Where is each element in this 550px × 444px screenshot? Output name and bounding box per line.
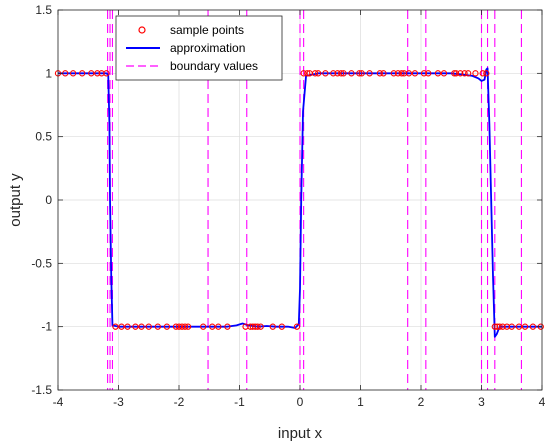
- y-tick-label: 1: [45, 66, 52, 80]
- sample-point: [508, 323, 515, 330]
- sample-point: [457, 70, 464, 77]
- sample-point: [278, 323, 285, 330]
- sample-point: [209, 323, 216, 330]
- sample-point: [304, 70, 311, 77]
- sample-point: [376, 70, 384, 77]
- x-axis-label: input x: [278, 425, 323, 442]
- sample-point: [380, 70, 387, 77]
- sample-point: [405, 70, 413, 77]
- sample-point: [300, 70, 307, 77]
- x-tick-label: 4: [539, 395, 546, 409]
- approximation-line-group: [58, 67, 542, 338]
- sample-point: [322, 70, 329, 77]
- sample-point: [132, 323, 139, 330]
- sample-point: [124, 323, 131, 330]
- sample-point: [254, 323, 261, 330]
- sample-point: [452, 70, 460, 77]
- legend-label-approximation: approximation: [170, 41, 245, 55]
- sample-point: [394, 70, 402, 77]
- sample-point: [358, 70, 365, 77]
- sample-point: [337, 70, 345, 77]
- x-tick-label: 3: [478, 395, 485, 409]
- sample-point: [496, 323, 503, 330]
- y-tick-label: -0.5: [31, 256, 52, 270]
- sample-point: [340, 70, 347, 77]
- sample-point: [440, 70, 448, 77]
- sample-point: [178, 323, 186, 330]
- sample-point: [200, 323, 207, 330]
- sample-point: [79, 70, 86, 77]
- sample-point: [521, 323, 529, 330]
- sample-point: [420, 70, 428, 77]
- y-tick-label: -1: [41, 320, 52, 334]
- sample-points-markers: [54, 70, 544, 330]
- sample-point: [145, 323, 152, 330]
- sample-point: [348, 70, 355, 77]
- sample-point: [269, 323, 276, 330]
- y-tick-label: 0: [45, 193, 52, 207]
- sample-point: [314, 70, 322, 77]
- x-tick-label: -4: [53, 395, 64, 409]
- sample-point: [529, 323, 537, 330]
- sample-point: [103, 70, 110, 77]
- legend-marker-sample-points: [138, 26, 146, 34]
- sample-point: [94, 70, 101, 77]
- sample-point: [390, 70, 397, 77]
- sample-point: [425, 70, 432, 77]
- sample-point: [163, 323, 171, 330]
- sample-point: [398, 70, 405, 77]
- y-tick-label: 0.5: [35, 130, 52, 144]
- sample-point: [483, 70, 490, 77]
- sample-point: [330, 70, 337, 77]
- sample-point: [175, 323, 183, 330]
- sample-point: [366, 70, 373, 77]
- x-tick-label: -1: [234, 395, 245, 409]
- sample-point: [461, 70, 468, 77]
- legend: sample points approximation boundary val…: [115, 15, 283, 81]
- y-tick-label: -1.5: [31, 383, 52, 397]
- sample-point: [69, 70, 77, 77]
- sample-point: [154, 323, 161, 330]
- sample-point: [515, 323, 523, 330]
- sample-point: [181, 323, 189, 330]
- sample-point: [311, 70, 319, 77]
- sample-point: [215, 323, 222, 330]
- sample-point: [356, 70, 363, 77]
- sample-point: [465, 70, 472, 77]
- x-tick-label: 2: [418, 395, 425, 409]
- legend-label-boundary-values: boundary values: [170, 59, 258, 73]
- sample-point: [411, 70, 419, 77]
- x-tick-label: 1: [357, 395, 364, 409]
- sample-point: [184, 323, 192, 330]
- sample-point: [293, 323, 301, 330]
- approximation-line: [58, 67, 542, 338]
- sample-point: [112, 323, 119, 330]
- sample-point: [172, 323, 180, 330]
- legend-label-sample-points: sample points: [170, 23, 244, 37]
- axis-ticks: -4 -3 -2 -1 0 1 2 3 4 -1.5 -1 -0.5 0 0.5 1 1.5: [31, 3, 545, 409]
- sample-point: [224, 323, 231, 330]
- y-tick-label: 1.5: [35, 3, 52, 17]
- sample-point: [499, 323, 506, 330]
- sample-point: [451, 70, 458, 77]
- sample-point: [434, 70, 442, 77]
- sample-point: [479, 70, 486, 77]
- x-tick-label: -2: [174, 395, 185, 409]
- sample-point: [334, 70, 341, 77]
- x-tick-label: -3: [113, 395, 124, 409]
- y-axis-label: output y: [7, 173, 24, 227]
- x-tick-label: 0: [297, 395, 304, 409]
- sample-point: [257, 323, 264, 330]
- sample-point: [472, 70, 479, 77]
- sample-point: [138, 323, 145, 330]
- sample-point: [118, 323, 125, 330]
- sample-point: [88, 70, 95, 77]
